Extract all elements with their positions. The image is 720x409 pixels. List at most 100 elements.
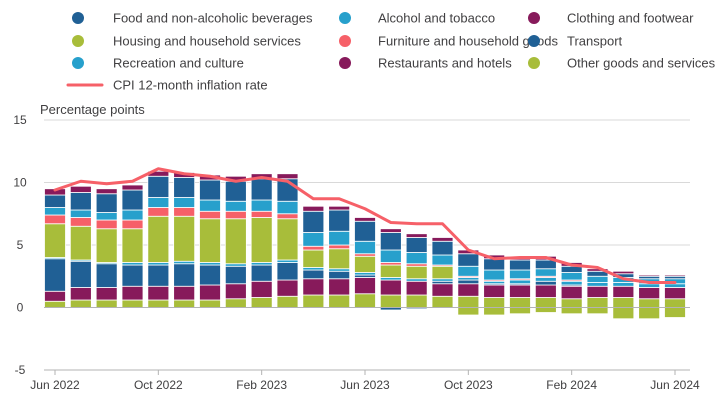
- bar-segment-housing-and-household-services: [534, 307, 557, 313]
- legend-marker-alcohol-and-tobacco: [339, 12, 351, 24]
- bar-segment-housing-and-household-services: [354, 255, 376, 273]
- bar-segment-restaurants-and-hotels: [224, 283, 247, 300]
- bar-segment-other-goods-and-services: [224, 298, 247, 308]
- bar-segment-recreation-and-culture: [586, 275, 609, 283]
- bar-segment-restaurants-and-hotels: [638, 287, 661, 300]
- legend-label: Other goods and services: [567, 56, 716, 71]
- legend-marker-clothing-and-footwear: [528, 12, 540, 24]
- bar-segment-restaurants-and-hotels: [121, 285, 144, 301]
- bar-segment-recreation-and-culture: [69, 209, 92, 218]
- bar-segment-clothing-and-footwear: [276, 173, 299, 180]
- bar-segment-other-goods-and-services: [483, 297, 506, 308]
- y-tick-label: 10: [13, 176, 27, 190]
- x-axis: Jun 2022 Oct 2022 Feb 2023 Jun 2023 Oct 2023…: [30, 369, 700, 392]
- bar-segment-furniture-and-household-goods: [147, 207, 170, 217]
- legend-label: Transport: [567, 34, 623, 49]
- bar-segment-restaurants-and-hotels: [457, 283, 480, 297]
- bar-segment-clothing-and-footwear: [638, 274, 661, 277]
- bar-segment-housing-and-household-services: [560, 307, 583, 315]
- bar-segment-other-goods-and-services: [457, 295, 480, 308]
- bar-segment-housing-and-household-services: [431, 265, 454, 280]
- bar-segment-food-and-non-alcoholic-beverages: [483, 258, 506, 271]
- bar-segment-furniture-and-household-goods: [250, 210, 273, 218]
- bar-segment-clothing-and-footwear: [612, 270, 635, 275]
- bar-segment-housing-and-household-services: [276, 218, 299, 261]
- bar-segment-recreation-and-culture: [173, 197, 196, 208]
- bar-segment-furniture-and-household-goods: [276, 213, 299, 220]
- bar-segment-recreation-and-culture: [224, 200, 247, 212]
- bar-segment-clothing-and-footwear: [405, 233, 428, 238]
- bar-segment-food-and-non-alcoholic-beverages: [509, 259, 531, 271]
- bar-segment-recreation-and-culture: [302, 232, 325, 247]
- bar-segment-housing-and-household-services: [147, 215, 170, 263]
- y-tick-label: 0: [17, 301, 24, 315]
- bar-segment-recreation-and-culture: [431, 254, 454, 266]
- bar-segment-food-and-non-alcoholic-beverages: [431, 240, 454, 256]
- bar-segment-transport: [199, 264, 221, 286]
- bar-segment-housing-and-household-services: [199, 218, 221, 263]
- cpi-inflation-line: [53, 167, 677, 284]
- bar-segment-restaurants-and-hotels: [483, 284, 506, 298]
- bar-segment-housing-and-household-services: [302, 249, 325, 268]
- x-tick-label: Oct 2023: [444, 378, 493, 392]
- legend-marker-restaurants-and-hotels: [339, 57, 351, 69]
- bar-segment-other-goods-and-services: [173, 299, 196, 308]
- bar-segment-clothing-and-footwear: [302, 205, 325, 212]
- y-axis-ticks: -5 0 5 10 15: [13, 113, 27, 377]
- bar-segment-housing-and-household-services: [250, 217, 273, 263]
- bar-segment-food-and-non-alcoholic-beverages: [405, 237, 428, 253]
- bar-segment-other-goods-and-services: [560, 298, 583, 308]
- bar-segment-clothing-and-footwear: [328, 205, 351, 211]
- bar-segment-recreation-and-culture: [328, 230, 351, 246]
- x-tick-label: Jun 2024: [650, 378, 700, 392]
- bar-segment-transport: [44, 258, 66, 292]
- bar-segment-food-and-non-alcoholic-beverages: [147, 175, 170, 198]
- bar-segment-transport: [121, 264, 144, 287]
- bar-segment-transport: [95, 263, 118, 288]
- bar-segment-transport: [69, 260, 92, 288]
- cpi-line: [53, 167, 677, 284]
- legend-label: Furniture and household goods: [378, 34, 558, 49]
- bar-segment-housing-and-household-services: [586, 307, 609, 315]
- bar-segment-other-goods-and-services: [612, 297, 635, 308]
- bar-segment-food-and-non-alcoholic-beverages: [173, 177, 196, 198]
- legend-label: Food and non-alcoholic beverages: [113, 11, 313, 26]
- bar-segment-transport: [224, 265, 247, 285]
- legend-label: Restaurants and hotels: [378, 56, 512, 71]
- bar-segment-restaurants-and-hotels: [586, 285, 609, 298]
- bar-segment-recreation-and-culture: [250, 199, 273, 212]
- legend-label: Clothing and footwear: [567, 11, 694, 26]
- bar-segment-restaurants-and-hotels: [664, 287, 686, 300]
- bar-segment-clothing-and-footwear: [431, 237, 454, 242]
- bar-segment-restaurants-and-hotels: [276, 279, 299, 297]
- bar-segment-restaurants-and-hotels: [44, 290, 66, 302]
- legend-label: CPI 12-month inflation rate: [113, 78, 268, 93]
- bar-segment-food-and-non-alcoholic-beverages: [199, 179, 221, 201]
- bar-segment-food-and-non-alcoholic-beverages: [44, 194, 66, 208]
- bar-segment-food-and-non-alcoholic-beverages: [328, 209, 351, 232]
- bar-segment-recreation-and-culture: [121, 209, 144, 221]
- legend-label: Recreation and culture: [113, 56, 244, 71]
- bar-segment-alcohol-and-tobacco: [638, 283, 661, 288]
- bar-segment-other-goods-and-services: [44, 300, 66, 308]
- legend-marker-furniture-and-household-goods: [339, 35, 351, 47]
- bar-segment-housing-and-household-services: [328, 248, 351, 270]
- legend: Food and non-alcoholic beverages Alcohol …: [66, 11, 716, 93]
- x-tick-label: Oct 2022: [134, 378, 183, 392]
- bar-segment-clothing-and-footwear: [69, 185, 92, 193]
- bar-segment-transport: [457, 279, 480, 285]
- bar-segment-food-and-non-alcoholic-beverages: [354, 220, 376, 242]
- bar-segment-transport: [147, 264, 170, 287]
- bar-segment-transport: [328, 270, 351, 280]
- bar-segment-other-goods-and-services: [405, 294, 428, 308]
- bar-segment-other-goods-and-services: [302, 294, 325, 308]
- x-tick-label: Jun 2022: [30, 378, 80, 392]
- bar-segment-transport: [276, 262, 299, 281]
- bar-segment-housing-and-household-services: [405, 265, 428, 280]
- bar-segment-restaurants-and-hotels: [69, 287, 92, 301]
- bar-segment-recreation-and-culture: [199, 199, 221, 212]
- bar-segment-other-goods-and-services: [638, 298, 661, 308]
- bar-segment-housing-and-household-services: [638, 307, 661, 320]
- legend-marker-housing-and-household-services: [72, 35, 84, 47]
